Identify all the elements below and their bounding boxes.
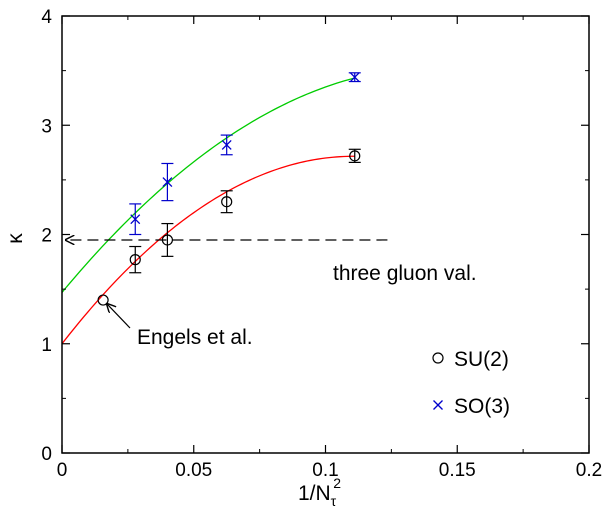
x-tick-label: 0.2 — [576, 460, 602, 481]
engels-label: Engels et al. — [137, 326, 253, 349]
y-axis-label: κ — [4, 233, 27, 244]
legend-label-so3: SO(3) — [454, 395, 510, 418]
legend-label-su2: SU(2) — [454, 348, 509, 371]
x-axis-label-sub: τ — [331, 493, 337, 509]
data-point-so3 — [129, 203, 142, 236]
data-point-su2 — [129, 245, 142, 274]
data-point-su2 — [161, 222, 174, 257]
x-tick-label: 0.15 — [439, 460, 476, 481]
x-axis-label-main: 1/N — [298, 482, 331, 505]
legend-marker-so3 — [433, 400, 443, 410]
reference-line-label: three gluon val. — [333, 262, 477, 285]
circle-marker — [161, 234, 173, 246]
y-axis: 0 1 2 3 4 — [41, 7, 589, 465]
data-point-su2 — [220, 190, 233, 214]
y-tick-label: 1 — [41, 335, 52, 356]
legend: SU(2) SO(3) — [432, 348, 510, 418]
data-point-so3 — [348, 72, 361, 83]
x-axis-label-sup: 2 — [333, 475, 341, 491]
circle-marker — [129, 254, 141, 266]
data-point-so3 — [220, 134, 233, 156]
y-tick-label: 3 — [41, 116, 52, 137]
x-axis-label: 1/Nτ 2 — [298, 475, 341, 509]
data-points — [97, 72, 361, 306]
y-tick-label: 0 — [41, 444, 52, 465]
circle-marker — [97, 294, 109, 306]
fit-curves — [61, 77, 355, 345]
data-point-so3 — [161, 162, 174, 202]
legend-marker-su2 — [432, 352, 444, 364]
x-tick-label: 0.1 — [312, 460, 338, 481]
y-tick-label: 4 — [41, 7, 52, 28]
x-marker — [221, 139, 232, 150]
x-marker — [130, 214, 141, 225]
x-marker — [349, 72, 360, 83]
engels-arrow — [107, 304, 131, 329]
x-tick-label: 0 — [57, 460, 68, 481]
data-point-su2 — [348, 148, 361, 163]
circle-marker — [349, 150, 361, 162]
x-axis: 0 0.05 0.1 0.15 0.2 — [57, 16, 602, 481]
engels-annotation: Engels et al. — [107, 304, 253, 349]
fit-curve-so3 — [61, 77, 355, 293]
fit-curve-su2 — [61, 155, 355, 345]
circle-marker — [221, 196, 233, 208]
x-tick-label: 0.05 — [175, 460, 212, 481]
y-tick-label: 2 — [41, 226, 52, 247]
data-point-su2 — [97, 294, 109, 306]
x-marker — [162, 177, 173, 188]
